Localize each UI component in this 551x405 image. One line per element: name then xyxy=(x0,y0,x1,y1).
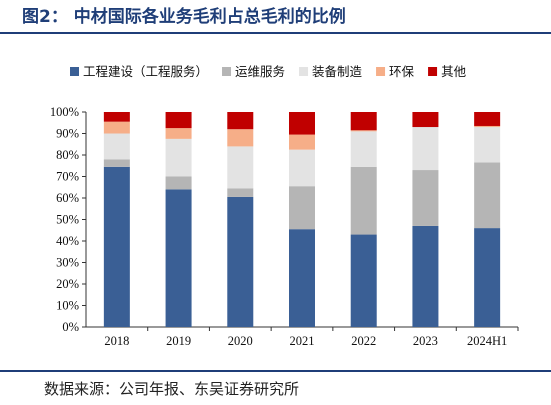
stacked-bar-chart: 工程建设（工程服务） 运维服务 装备制造 环保 其他 0% 10% 20% 30% 40% 50%… xyxy=(50,64,519,348)
legend-swatch-3 xyxy=(299,67,309,76)
legend-swatch-5 xyxy=(428,67,438,76)
legend-swatch-2 xyxy=(222,67,232,76)
legend-label-3: 装备制造 xyxy=(312,64,363,79)
bar-segment-4 xyxy=(227,129,254,147)
bar-segment-5 xyxy=(350,112,377,131)
bar-segment-2 xyxy=(350,166,377,235)
x-tick-label: 2018 xyxy=(104,334,129,348)
y-tick-label: 0% xyxy=(62,320,79,334)
x-tick-label: 2021 xyxy=(290,334,315,348)
bar-segment-4 xyxy=(474,125,501,128)
y-tick-label: 70% xyxy=(56,170,79,184)
bar-segment-1 xyxy=(412,225,439,327)
y-tick-label: 30% xyxy=(56,256,79,270)
bar-segment-5 xyxy=(165,112,192,129)
data-source-note: 数据来源：公司年报、东吴证券研究所 xyxy=(44,380,300,398)
bar-segment-3 xyxy=(165,138,192,177)
y-tick-label: 100% xyxy=(50,105,79,119)
legend-label-2: 运维服务 xyxy=(235,64,285,79)
bar-segment-2 xyxy=(412,170,439,226)
bar-segment-4 xyxy=(289,134,315,150)
legend-swatch-1 xyxy=(70,67,79,76)
bar-segment-3 xyxy=(474,127,501,163)
y-tick-label: 40% xyxy=(56,234,79,248)
plot-area: 0% 10% 20% 30% 40% 50% 60% 70% 80% 90% 100% 2018 201… xyxy=(50,105,519,348)
bar-segment-3 xyxy=(103,133,130,160)
bar-segment-2 xyxy=(227,188,254,197)
bar-segment-5 xyxy=(227,112,254,130)
bar-segment-1 xyxy=(227,196,254,327)
bar-segment-5 xyxy=(412,112,439,128)
y-tick-label: 90% xyxy=(56,127,79,141)
bar-segment-1 xyxy=(289,229,315,327)
bar-segment-1 xyxy=(165,189,192,327)
figure-title: 图2： 中材国际各业务毛利占总毛利的比例 xyxy=(22,7,346,27)
x-tick-label: 2023 xyxy=(413,334,438,348)
x-tick-label: 2024H1 xyxy=(467,334,507,348)
legend-label-5: 其他 xyxy=(441,64,467,79)
bar-segment-1 xyxy=(350,234,377,327)
legend-swatch-4 xyxy=(376,67,386,76)
y-tick-label: 10% xyxy=(56,299,79,313)
legend-label-1: 工程建设（工程服务） xyxy=(83,64,208,79)
bar-segment-2 xyxy=(103,159,130,167)
legend-label-4: 环保 xyxy=(389,64,415,79)
bar-segment-3 xyxy=(227,146,254,189)
bar-segment-3 xyxy=(350,131,377,167)
x-tick-label: 2020 xyxy=(228,334,253,348)
source-divider xyxy=(0,370,551,372)
bar-segment-1 xyxy=(103,166,130,327)
bar-segment-4 xyxy=(103,121,130,134)
bar-segment-5 xyxy=(103,112,130,122)
x-tick-label: 2022 xyxy=(351,334,376,348)
title-divider xyxy=(0,32,551,34)
bar-segment-5 xyxy=(289,112,315,135)
bar-segment-2 xyxy=(165,176,192,190)
bar-segment-2 xyxy=(474,162,501,229)
x-tick-label: 2019 xyxy=(166,334,191,348)
bar-segment-1 xyxy=(474,228,501,327)
bar-segment-4 xyxy=(165,128,192,139)
bar-segment-5 xyxy=(474,112,501,126)
bar-segment-2 xyxy=(289,186,315,230)
y-tick-label: 60% xyxy=(56,191,79,205)
bar-segment-3 xyxy=(289,149,315,187)
bar-segment-3 xyxy=(412,127,439,171)
bar-segment-4 xyxy=(350,130,377,132)
chart-legend: 工程建设（工程服务） 运维服务 装备制造 环保 其他 xyxy=(70,64,467,79)
y-tick-label: 80% xyxy=(56,148,79,162)
y-tick-label: 20% xyxy=(56,277,79,291)
y-tick-label: 50% xyxy=(56,213,79,227)
